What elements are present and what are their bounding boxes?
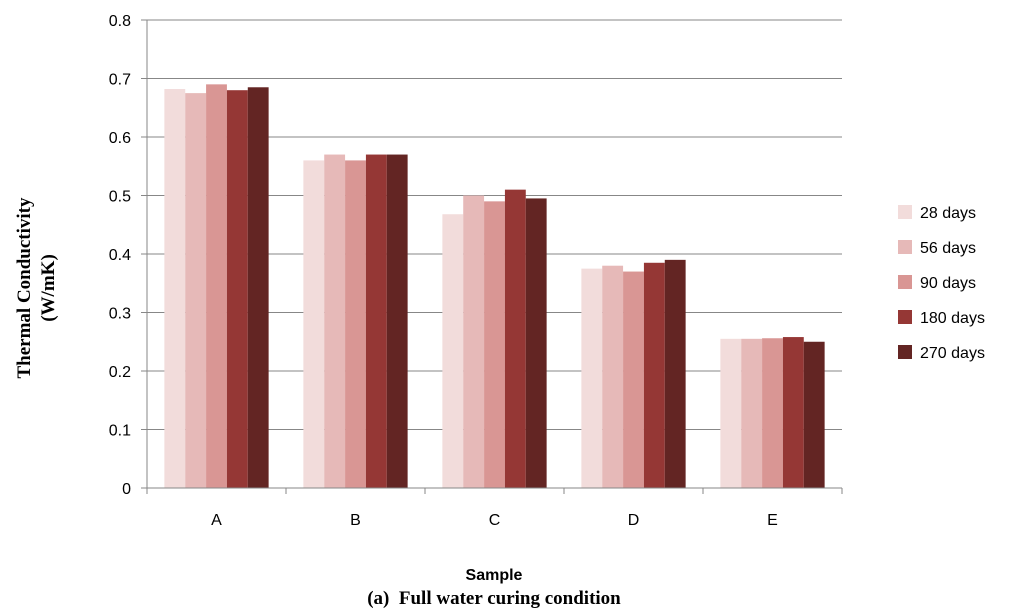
- bar-D-270-days: [664, 259, 686, 488]
- x-tick-label: B: [350, 512, 361, 529]
- y-tick-label: 0.4: [109, 247, 131, 264]
- y-tick-label: 0.3: [109, 306, 131, 323]
- legend-label: 56 days: [920, 240, 976, 257]
- y-tick-label: 0.2: [109, 364, 131, 381]
- bar-C-28-days: [442, 214, 464, 488]
- bar-E-90-days: [762, 338, 783, 488]
- y-tick-labels: 0 0.1 0.2 0.3 0.4 0.5 0.6 0.7 0.8: [109, 13, 131, 498]
- legend: 28 days 56 days 90 days 180 days 270 days: [898, 205, 985, 362]
- y-tick-label: 0.6: [109, 130, 131, 147]
- legend-swatch: [898, 240, 912, 254]
- bar-A-180-days: [226, 90, 248, 488]
- legend-swatch: [898, 275, 912, 289]
- bars: [164, 84, 825, 489]
- bar-B-90-days: [345, 160, 366, 488]
- x-tick-label: D: [628, 512, 640, 529]
- y-tick-label: 0.8: [109, 13, 131, 30]
- y-tick-label: 0: [122, 481, 131, 498]
- x-axis-title: Sample: [466, 567, 523, 584]
- y-tick-label: 0.5: [109, 189, 131, 206]
- bar-C-56-days: [463, 195, 485, 488]
- y-tick-label: 0.7: [109, 72, 131, 89]
- x-tick-label: C: [489, 512, 501, 529]
- bar-B-270-days: [386, 154, 408, 489]
- bar-C-180-days: [504, 189, 526, 488]
- legend-swatch: [898, 205, 912, 219]
- bar-A-90-days: [206, 84, 227, 488]
- bar-E-180-days: [782, 337, 804, 488]
- bar-A-270-days: [247, 87, 269, 489]
- x-tick-label: A: [211, 512, 222, 529]
- bar-E-56-days: [741, 338, 763, 488]
- x-tick-labels: A B C D E: [211, 512, 778, 529]
- legend-label: 90 days: [920, 275, 976, 292]
- bar-E-28-days: [720, 338, 742, 488]
- bar-C-90-days: [484, 201, 505, 488]
- y-axis-title-line1: Thermal Conductivity: [14, 197, 35, 379]
- bar-D-90-days: [623, 271, 644, 488]
- bar-D-28-days: [581, 268, 603, 488]
- legend-label: 28 days: [920, 205, 976, 222]
- bar-A-28-days: [164, 89, 186, 488]
- x-tick-label: E: [767, 512, 778, 529]
- bar-B-180-days: [365, 154, 387, 489]
- legend-swatch: [898, 345, 912, 359]
- bar-B-28-days: [303, 160, 325, 488]
- y-tick-label: 0.1: [109, 423, 131, 440]
- figure-caption: (a) Full water curing condition: [367, 588, 621, 609]
- y-axis-title-line2: (W/mK): [38, 254, 59, 322]
- bar-D-56-days: [602, 265, 624, 488]
- bar-A-56-days: [185, 93, 207, 488]
- axes: [146, 20, 843, 494]
- bar-E-270-days: [803, 341, 825, 488]
- legend-label: 270 days: [920, 345, 985, 362]
- bar-B-56-days: [324, 154, 346, 489]
- bar-D-180-days: [643, 262, 665, 488]
- legend-label: 180 days: [920, 310, 985, 327]
- y-axis-title: Thermal Conductivity (W/mK): [14, 197, 59, 379]
- legend-swatch: [898, 310, 912, 324]
- bar-C-270-days: [525, 198, 547, 489]
